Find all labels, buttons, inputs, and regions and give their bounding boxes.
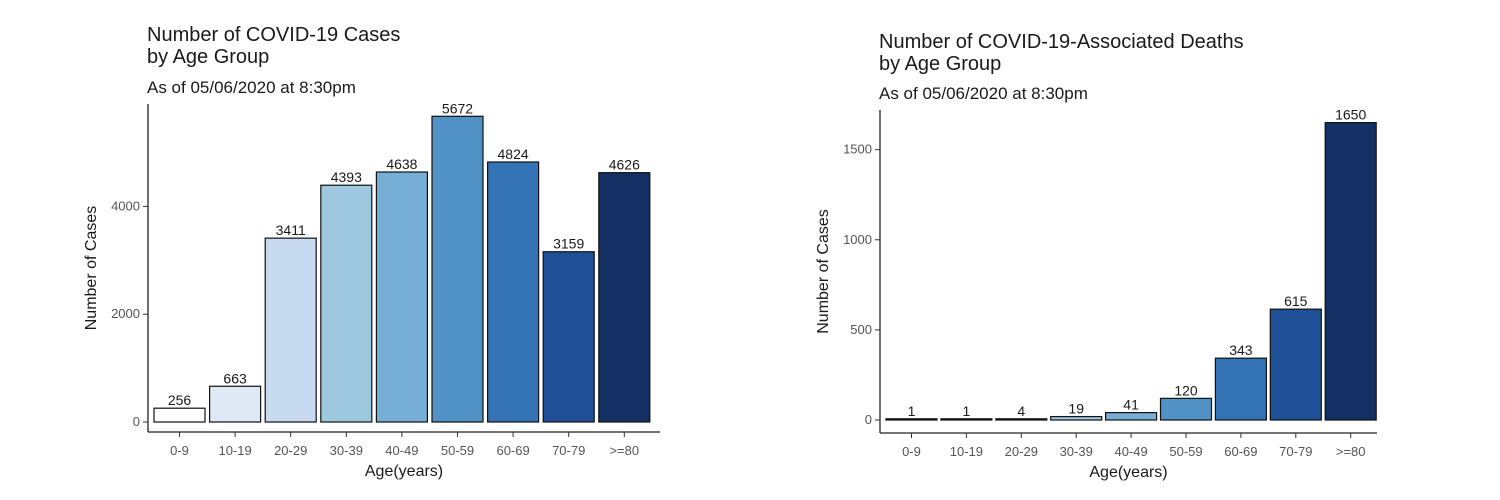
- bar: [940, 418, 993, 421]
- bar-value-label: 4824: [498, 146, 529, 162]
- y-tick-label: 4000: [111, 198, 140, 213]
- bar: [885, 418, 938, 421]
- x-tick-label: 30-39: [330, 443, 363, 458]
- bar-value-label: 663: [223, 370, 247, 386]
- x-tick-label: 40-49: [385, 443, 418, 458]
- deaths-chart-panel: Number of COVID-19-Associated Deaths by …: [750, 0, 1500, 500]
- deaths-chart-subtitle: As of 05/06/2020 at 8:30pm: [879, 84, 1088, 103]
- bar: [1214, 357, 1267, 421]
- x-axis-title: Age(years): [365, 463, 443, 480]
- bar: [542, 251, 595, 423]
- bar: [1105, 412, 1158, 421]
- bar: [209, 385, 262, 423]
- y-tick-label: 500: [850, 322, 872, 337]
- bar-value-label: 1: [908, 403, 916, 419]
- bar-value-label: 1: [963, 403, 971, 419]
- bar-value-label: 19: [1068, 401, 1084, 417]
- bar-value-label: 343: [1229, 342, 1253, 358]
- bar-value-label: 41: [1123, 397, 1139, 413]
- x-tick-label: 50-59: [1169, 444, 1202, 459]
- bar: [153, 407, 206, 423]
- bar: [1159, 397, 1213, 421]
- bar: [598, 172, 651, 423]
- y-tick-label: 1000: [843, 232, 872, 247]
- x-tick-label: 0-9: [902, 444, 921, 459]
- bar-value-label: 3159: [553, 236, 584, 252]
- x-tick-label: >=80: [609, 443, 639, 458]
- x-tick-label: 70-79: [1279, 444, 1312, 459]
- y-tick-label: 0: [133, 414, 140, 429]
- bar-value-label: 4638: [386, 156, 417, 172]
- deaths-bar-chart: 0 500 1000 1500 1 0-9 1 10-19 4 20-29 19 30-39 41 40-…: [815, 107, 1377, 481]
- x-tick-label: 70-79: [552, 443, 585, 458]
- deaths-chart-title-line2: by Age Group: [879, 53, 1002, 75]
- bar-value-label: 5672: [442, 100, 473, 116]
- x-tick-label: 40-49: [1114, 444, 1147, 459]
- x-tick-label: 30-39: [1060, 444, 1093, 459]
- x-tick-label: 20-29: [1005, 444, 1038, 459]
- bar-value-label: 615: [1284, 293, 1308, 309]
- x-tick-label: 10-19: [950, 444, 983, 459]
- y-tick-label: 1500: [843, 142, 872, 157]
- bar-value-label: 256: [168, 392, 192, 408]
- cases-chart-panel: Number of COVID-19 Cases by Age Group As…: [83, 24, 660, 480]
- bar: [320, 184, 373, 423]
- x-tick-label: 0-9: [170, 443, 189, 458]
- bar-value-label: 120: [1174, 382, 1198, 398]
- cases-chart-title-line1: Number of COVID-19 Cases: [147, 24, 401, 46]
- bar: [1269, 308, 1322, 421]
- y-tick-label: 2000: [111, 306, 140, 321]
- cases-chart-subtitle: As of 05/06/2020 at 8:30pm: [147, 78, 356, 97]
- x-tick-label: 60-69: [1224, 444, 1257, 459]
- cases-bar-chart: 0 2000 4000 256 0-9 663 10-19 3411 20-29 4393 30-3…: [83, 100, 660, 480]
- bar-value-label: 4393: [331, 169, 362, 185]
- y-axis-title: Number of Cases: [815, 209, 832, 334]
- cases-chart-title: Number of COVID-19 Cases by Age Group: [147, 24, 400, 68]
- x-tick-label: 50-59: [441, 443, 474, 458]
- bar: [1050, 415, 1103, 421]
- x-tick-label: >=80: [1336, 444, 1366, 459]
- bar: [375, 171, 428, 423]
- y-axis-title: Number of Cases: [83, 206, 100, 331]
- x-tick-label: 20-29: [274, 443, 307, 458]
- bar: [995, 418, 1048, 421]
- x-tick-label: 10-19: [218, 443, 251, 458]
- deaths-chart-title: Number of COVID-19-Associated Deaths by …: [879, 31, 1244, 75]
- bar-value-label: 4626: [609, 157, 640, 173]
- x-tick-label: 60-69: [496, 443, 529, 458]
- x-axis-title: Age(years): [1089, 464, 1167, 481]
- bar: [1324, 122, 1377, 421]
- bar: [487, 161, 540, 423]
- bar: [264, 237, 317, 423]
- deaths-chart-title-line1: Number of COVID-19-Associated Deaths: [879, 31, 1244, 53]
- bar-value-label: 3411: [276, 222, 306, 238]
- y-tick-label: 0: [865, 412, 872, 427]
- bar-value-label: 1650: [1335, 107, 1366, 123]
- cases-chart-title-line2: by Age Group: [147, 46, 270, 68]
- bar: [431, 115, 484, 423]
- bar-value-label: 4: [1017, 403, 1025, 419]
